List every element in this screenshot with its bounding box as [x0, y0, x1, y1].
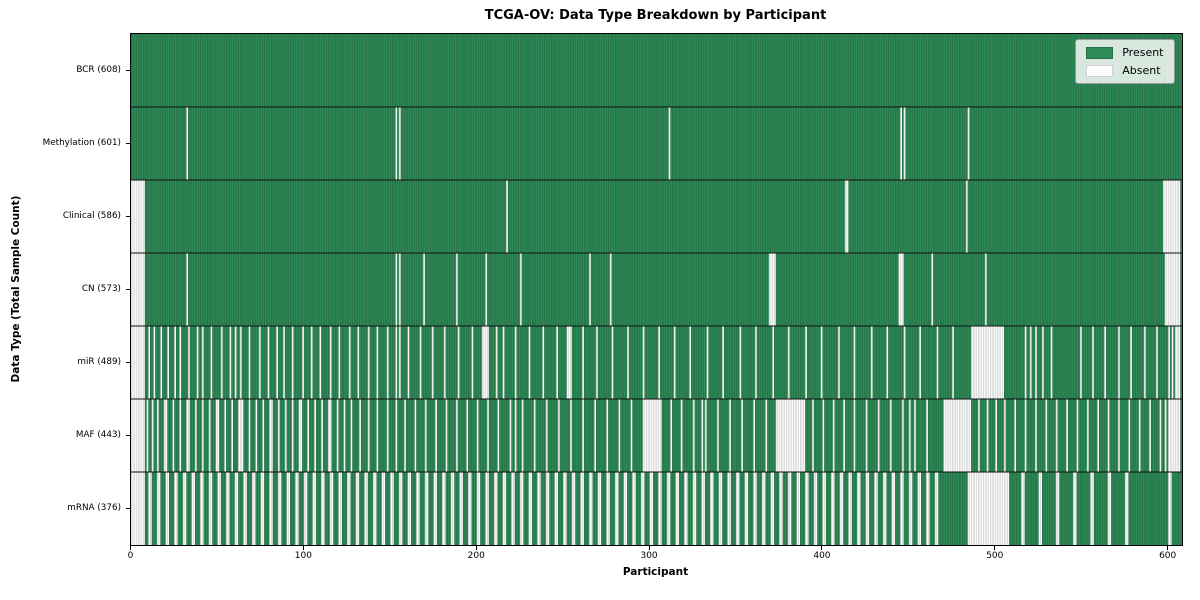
legend-label-present: Present	[1122, 46, 1164, 59]
y-tick-mark	[125, 69, 130, 71]
y-tick-label-Methylation: Methylation (601)	[42, 137, 121, 148]
y-tick-mark	[125, 288, 130, 290]
x-tick-mark	[648, 546, 650, 550]
y-tick-mark	[125, 361, 130, 363]
x-tick-mark	[475, 546, 477, 550]
y-tick-label-BCR: BCR (608)	[76, 64, 121, 75]
legend-item-present: Present	[1086, 46, 1164, 59]
x-tick-label: 400	[813, 551, 831, 561]
present-swatch-icon	[1086, 46, 1114, 59]
plot-area: Present Absent	[129, 33, 1183, 546]
y-tick-mark	[125, 142, 130, 144]
x-tick-label: 100	[294, 551, 312, 561]
x-tick-mark	[1167, 546, 1169, 550]
x-tick-label: 500	[986, 551, 1004, 561]
x-tick-mark	[994, 546, 996, 550]
legend-label-absent: Absent	[1122, 64, 1161, 77]
absent-swatch-icon	[1086, 64, 1114, 77]
x-tick-mark	[821, 546, 823, 550]
x-tick-mark	[302, 546, 304, 550]
x-tick-label: 600	[1159, 551, 1177, 561]
y-tick-mark	[125, 434, 130, 436]
chart-title: TCGA-OV: Data Type Breakdown by Particip…	[484, 8, 827, 23]
x-tick-label: 300	[640, 551, 658, 561]
y-tick-label-mRNA: mRNA (376)	[67, 502, 121, 513]
legend: Present Absent	[1075, 39, 1175, 84]
heatmap	[130, 34, 1182, 545]
x-axis-title: Participant	[622, 566, 689, 578]
x-tick-label: 200	[467, 551, 485, 561]
y-tick-mark	[125, 507, 130, 509]
x-tick-mark	[130, 546, 131, 550]
y-tick-label-Clinical: Clinical (586)	[62, 210, 121, 221]
y-tick-label-CN: CN (573)	[81, 283, 121, 294]
y-tick-label-MAF: MAF (443)	[75, 429, 121, 440]
y-tick-mark	[125, 215, 130, 217]
y-tick-label-miR: miR (489)	[77, 356, 121, 367]
x-tick-label: 0	[127, 551, 134, 561]
legend-item-absent: Absent	[1086, 64, 1163, 77]
